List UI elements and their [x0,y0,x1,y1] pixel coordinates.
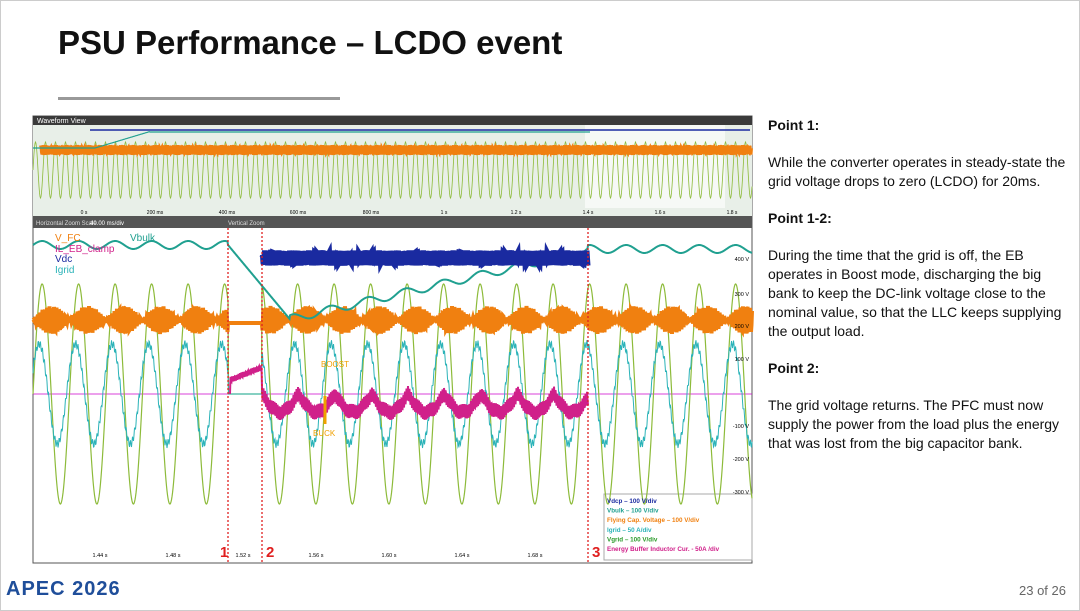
zoom-bar-label: Horizontal Zoom Scale [36,221,97,227]
voltage-label: 300 V [735,292,750,298]
overview-time-label: 1.8 s [727,210,738,216]
legend-entry: Igrid – 50 A/div [607,527,652,534]
point-text: The grid voltage returns. The PFC must n… [768,397,1060,451]
overview-time-label: 200 ms [147,210,164,216]
zoom-bar [33,216,752,228]
overview-time-label: 600 ms [290,210,307,216]
time-label: 1.56 s [309,553,324,559]
voltage-label: -100 V [733,424,750,430]
overview-time-label: 0 s [81,210,88,216]
zoom-window [585,125,725,208]
ov-vfc [39,142,753,158]
legend-entry: Vdcp – 100 V/div [607,498,657,505]
window-title: Waveform View [37,118,87,125]
trace-label: Igrid [55,265,74,276]
legend-entry: Energy Buffer Inductor Cur. - 50A /div [607,546,720,553]
annotation: BUCK [313,429,336,438]
overview-time-label: 1.6 s [655,210,666,216]
point-text: During the time that the grid is off, th… [768,247,1062,339]
trace-label: Vbulk [130,233,156,244]
voltage-label: -300 V [733,490,750,496]
il-wave [229,362,589,421]
trace-label: V_FC [55,233,81,244]
event-marker: 3 [592,544,600,561]
legend-entry: Vbulk – 100 V/div [607,508,659,515]
trace-label: IL_EB_clamp [55,244,115,255]
title-rule [58,97,340,100]
point-heading: Point 1-2: [768,210,832,226]
point-text: While the converter operates in steady-s… [768,154,1066,189]
time-label: 1.48 s [166,553,181,559]
legend-box [603,493,753,561]
time-label: 1.68 s [528,553,543,559]
trace-label: Vdc [55,254,72,265]
voltage-label: 200 V [735,324,750,330]
vbulk-wave [32,240,753,322]
overview-time-label: 1 s [441,210,448,216]
voltage-label: -200 V [733,457,750,463]
vfc-wave [31,302,754,338]
points-panel: Point 1: While the converter operates in … [768,116,1068,471]
zoom-bar-label: 40.00 ms/div [90,221,124,227]
time-label: 1.64 s [455,553,470,559]
overview-time-label: 400 ms [219,210,236,216]
overview-time-label: 800 ms [363,210,380,216]
ov-vbulk [33,131,590,149]
point-heading: Point 1: [768,117,820,133]
time-label: 1.60 s [382,553,397,559]
legend-entry: Vgrid – 100 V/div [607,536,658,543]
ov-vgrid [32,140,753,200]
time-label: 1.52 s [236,553,251,559]
voltage-label: 400 V [735,257,750,263]
time-label: 1.44 s [93,553,108,559]
vdc-wave [259,242,591,274]
zoom-bar-label: Vertical Zoom [228,221,265,227]
event-marker: 2 [266,544,274,561]
event-marker: 1 [220,544,228,561]
vgrid-wave [32,283,753,505]
slide-title: PSU Performance – LCDO event [58,24,563,61]
scope-titlebar [33,116,752,125]
page-number: 23 of 26 [1019,583,1066,598]
overview-time-label: 1.2 s [511,210,522,216]
legend-entry: Flying Cap. Voltage – 100 V/div [607,517,700,524]
point-heading: Point 2: [768,360,820,376]
overview-time-label: 1.4 s [583,210,594,216]
annotation: BOOST [321,360,349,369]
logo: APEC 2026 [6,578,121,600]
voltage-label: 100 V [735,357,750,363]
